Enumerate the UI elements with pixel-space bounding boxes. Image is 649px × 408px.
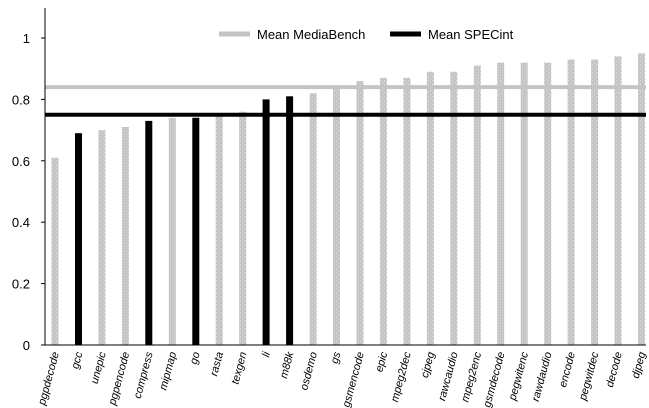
bar-li [262,99,270,346]
bar-gsmencode [356,81,364,345]
bar-rawdaudio [544,62,552,345]
y-tick-label: 0.2 [12,277,30,292]
x-tick-label-go: go [188,351,203,366]
legend-label-mean-specint: Mean SPECint [428,27,514,42]
bar-m88k [286,96,294,345]
bar-gsmdecode [497,62,505,345]
bar-encode [567,59,575,345]
x-tick-label-mpeg2dec: mpeg2dec [389,350,414,403]
x-tick-label-osdemo: osdemo [298,351,320,392]
axes-layer [44,8,646,346]
y-tick-label: 0 [23,338,30,353]
x-tick-label-m88k: m88k [278,350,297,380]
bar-rasta [215,114,223,346]
bar-decode [614,56,622,346]
x-tick-label-cjpeg: cjpeg [419,350,438,379]
x-tick-label-decode: decode [604,351,625,389]
x-tick-label-texgen: texgen [229,351,249,386]
x-tick-label-unepic: unepic [89,350,109,385]
x-tick-label-encode: encode [557,351,578,389]
bar-mpeg2enc [473,65,481,345]
bar-go [192,117,200,345]
bar-epic [379,77,387,346]
mean-lines-layer [45,85,646,117]
bar-pegwitenc [520,62,528,345]
x-tick-label-djpeg: djpeg [630,350,649,380]
x-tick-label-pegwitdec: pegwitdec [577,350,602,402]
bar-unepic [98,130,106,345]
x-tick-label-rawdaudio: rawdaudio [530,351,555,403]
x-tick-label-mpeg2enc: mpeg2enc [459,350,484,403]
bar-rawcaudio [450,71,458,346]
bar-compress [145,120,153,346]
x-tick-label-mipmap: mipmap [157,351,179,392]
legend-label-mean-mediabench: Mean MediaBench [257,27,365,42]
bar-gcc [75,133,82,345]
bar-pgpencode [121,127,129,345]
y-tick-label: 0.8 [12,92,30,107]
x-tick-label-rawcaudio: rawcaudio [436,351,461,403]
x-tick-label-gs: gs [329,350,344,365]
y-tick-label: 0.4 [12,215,30,230]
bar-osdemo [309,93,317,345]
legend: Mean MediaBench Mean SPECint [219,27,514,42]
x-tick-label-epic: epic [373,350,390,373]
bar-cjpeg [426,71,434,346]
x-tick-label-gsmencode: gsmencode [341,351,367,408]
x-tick-label-pgpencode: pgpencode [106,351,132,408]
bar-gs [333,87,340,345]
x-tick-label-compress: compress [132,350,156,400]
x-tick-label-gcc: gcc [69,350,85,370]
x-tick-label-pegwitenc: pegwitenc [506,350,531,402]
bar-djpeg [638,53,645,346]
bar-pgpdecode [51,157,59,345]
bar-mipmap [168,117,176,345]
bars-layer [51,53,645,346]
x-tick-label-li: li [260,350,273,358]
bar-mpeg2dec [403,77,411,346]
y-tick-label: 0.6 [12,154,30,169]
bar-texgen [239,111,247,345]
bar-pegwitdec [591,59,599,345]
y-tick-label: 1 [23,31,30,46]
y-ticks: 0 0.2 0.4 0.6 0.8 1 [12,31,45,353]
x-tick-label-rasta: rasta [208,351,226,378]
x-tick-label-gsmdecode: gsmdecode [481,351,507,408]
x-tick-label-pgpdecode: pgpdecode [36,351,62,408]
